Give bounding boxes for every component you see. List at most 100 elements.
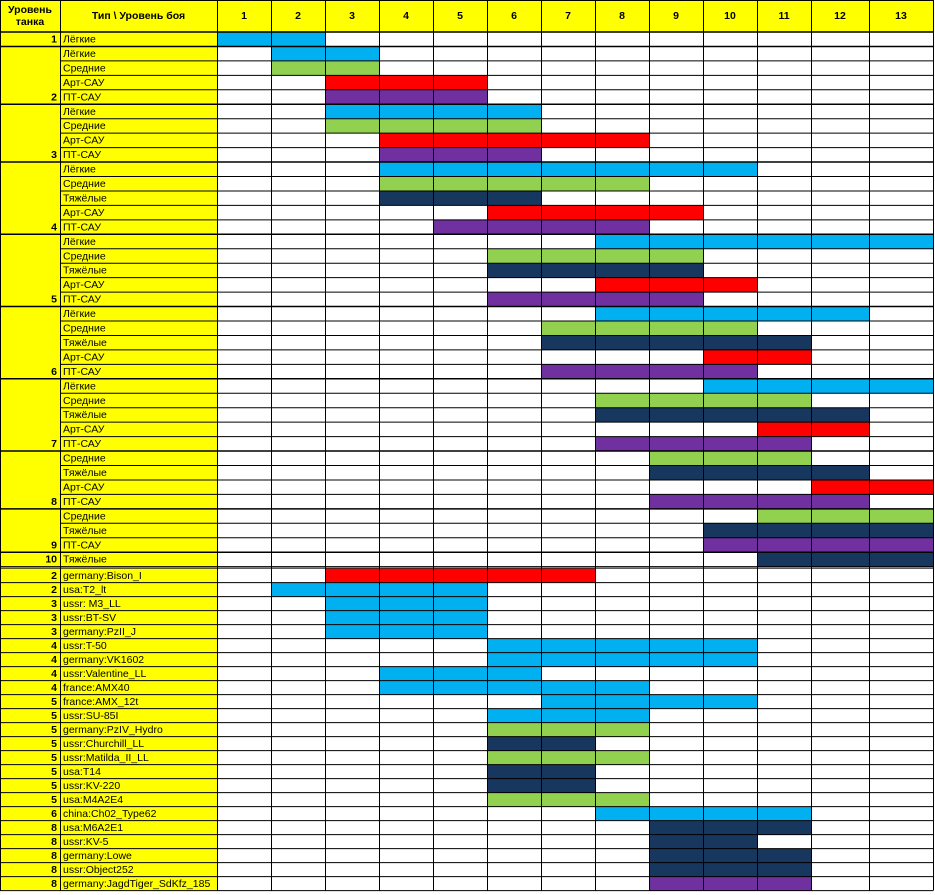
battle-level: 2 bbox=[295, 10, 301, 22]
tier: 2 bbox=[51, 570, 57, 582]
type-cell bbox=[60, 335, 217, 350]
type-cell bbox=[60, 349, 217, 365]
tank-name: china:Ch02_Type62 bbox=[63, 808, 157, 820]
battle-range bbox=[379, 680, 649, 695]
vehicle-type: Средние bbox=[63, 178, 106, 190]
tank-cell bbox=[0, 736, 217, 751]
battle-level: 5 bbox=[457, 10, 463, 22]
battle-range bbox=[487, 722, 649, 737]
vehicle-type: ПТ-САУ bbox=[63, 149, 101, 161]
battle-range bbox=[649, 848, 811, 863]
tier: 5 bbox=[51, 766, 57, 778]
tank-cell bbox=[0, 820, 217, 835]
type-cell bbox=[60, 147, 217, 163]
tier: 9 bbox=[51, 539, 57, 551]
type-cell bbox=[60, 118, 217, 134]
tank-cell bbox=[0, 596, 217, 611]
battle-range bbox=[325, 89, 487, 105]
tier-cell bbox=[0, 306, 60, 379]
type-cell bbox=[60, 407, 217, 423]
tier: 5 bbox=[51, 738, 57, 750]
vehicle-type: Тяжёлые bbox=[63, 467, 107, 479]
tank-name: usa:T2_lt bbox=[63, 584, 106, 596]
vehicle-type: Лёгкие bbox=[63, 164, 96, 176]
type-cell bbox=[60, 205, 217, 220]
tank-cell bbox=[0, 876, 217, 891]
tank-cell bbox=[0, 694, 217, 709]
battle-range bbox=[379, 176, 649, 191]
type-cell bbox=[60, 378, 217, 394]
tank-name: ussr:KV-5 bbox=[63, 836, 109, 848]
battle-range bbox=[595, 277, 757, 293]
vehicle-type: Средние bbox=[63, 395, 106, 407]
tank-name: ussr:SU-85I bbox=[63, 710, 118, 722]
vehicle-type: ПТ-САУ bbox=[63, 438, 101, 450]
tank-cell bbox=[0, 764, 217, 779]
tank-cell bbox=[0, 638, 217, 653]
battle-range bbox=[487, 638, 757, 653]
tank-cell bbox=[0, 778, 217, 793]
battle-range bbox=[649, 465, 869, 480]
tier: 5 bbox=[51, 724, 57, 736]
type-cell bbox=[60, 552, 217, 567]
battle-range bbox=[379, 666, 541, 681]
type-cell bbox=[60, 537, 217, 553]
tier: 8 bbox=[51, 878, 57, 890]
tier-header-text: Уровень танка bbox=[8, 4, 52, 28]
tier: 5 bbox=[51, 780, 57, 792]
vehicle-type: Арт-САУ bbox=[63, 481, 105, 493]
battle-range bbox=[379, 133, 649, 148]
tank-name: ussr:Matilda_II_LL bbox=[63, 752, 149, 764]
tier-cell bbox=[0, 104, 60, 163]
vehicle-type: Арт-САУ bbox=[63, 424, 105, 436]
battle-range bbox=[595, 306, 869, 321]
tier: 4 bbox=[51, 221, 57, 233]
vehicle-type: Арт-САУ bbox=[63, 77, 105, 89]
type-cell bbox=[60, 364, 217, 379]
vehicle-type: Тяжёлые bbox=[63, 525, 107, 537]
tank-name: ussr:Valentine_LL bbox=[63, 668, 146, 680]
type-cell bbox=[60, 523, 217, 538]
tier-cell bbox=[0, 378, 60, 452]
tank-cell bbox=[0, 848, 217, 863]
type-cell bbox=[60, 219, 217, 235]
vehicle-type: Арт-САУ bbox=[63, 207, 105, 219]
battle-range bbox=[325, 568, 595, 583]
vehicle-type: Лёгкие bbox=[63, 34, 96, 46]
tank-name: germany:VK1602 bbox=[63, 654, 144, 666]
battle-range bbox=[325, 75, 487, 90]
tier: 3 bbox=[51, 598, 57, 610]
vehicle-type: Тяжёлые bbox=[63, 192, 107, 204]
vehicle-type: Лёгкие bbox=[63, 380, 96, 392]
tank-cell bbox=[0, 582, 217, 597]
tier: 8 bbox=[51, 496, 57, 508]
vehicle-type: Средние bbox=[63, 120, 106, 132]
tank-name: germany:JagdTiger_SdKfz_185 bbox=[63, 878, 210, 890]
type-cell bbox=[60, 32, 217, 47]
tank-name: usa:T14 bbox=[63, 766, 101, 778]
tank-cell bbox=[0, 750, 217, 765]
vehicle-type: Арт-САУ bbox=[63, 351, 105, 363]
tier: 5 bbox=[51, 752, 57, 764]
type-cell bbox=[60, 60, 217, 76]
battle-range bbox=[379, 162, 757, 177]
battle-range bbox=[649, 862, 811, 877]
tank-cell bbox=[0, 680, 217, 695]
tank-name: ussr:Churchill_LL bbox=[63, 738, 144, 750]
vehicle-type: ПТ-САУ bbox=[63, 366, 101, 378]
vehicle-type: Арт-САУ bbox=[63, 279, 105, 291]
type-cell bbox=[60, 133, 217, 148]
battle-range bbox=[757, 508, 933, 524]
type-cell bbox=[60, 465, 217, 480]
tier: 8 bbox=[51, 836, 57, 848]
battle-range bbox=[487, 708, 649, 723]
type-cell bbox=[60, 248, 217, 264]
vehicle-type: Лёгкие bbox=[63, 308, 96, 320]
battle-level: 3 bbox=[349, 10, 355, 22]
vehicle-type: Тяжёлые bbox=[63, 409, 107, 421]
battle-range bbox=[757, 552, 933, 567]
tier-cell bbox=[0, 234, 60, 307]
type-cell bbox=[60, 263, 217, 278]
battle-range bbox=[649, 494, 869, 509]
